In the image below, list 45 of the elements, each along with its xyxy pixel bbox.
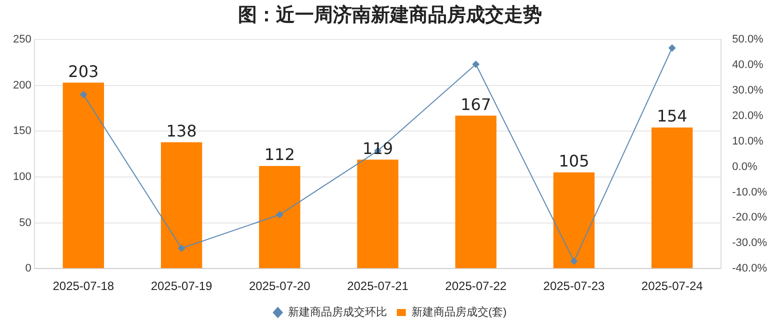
y-tick-label: 0 <box>25 262 32 275</box>
bar <box>160 142 202 268</box>
y-tick-label: 200 <box>12 79 32 92</box>
x-tick-label: 2025-07-19 <box>150 279 213 294</box>
data-label: 203 <box>68 62 99 81</box>
point <box>472 60 480 68</box>
x-tick-label: 2025-07-21 <box>347 279 409 294</box>
bar <box>553 172 595 268</box>
y-tick-label: 250 <box>12 34 32 46</box>
data-label: 138 <box>166 121 197 140</box>
data-label: 167 <box>460 94 492 114</box>
y2-tick-label: -40.0% <box>732 262 768 275</box>
point <box>276 211 284 218</box>
y2-tick-label: 30.0% <box>732 84 764 97</box>
y-tick-label: 50 <box>19 216 32 229</box>
data-label: 105 <box>558 152 590 171</box>
y2-tick-label: -10.0% <box>732 186 768 198</box>
point <box>80 91 87 98</box>
data-label: 154 <box>656 106 688 126</box>
point <box>178 244 186 252</box>
x-tick-label: 2025-07-24 <box>641 279 704 294</box>
data-label: 112 <box>264 145 295 164</box>
y2-tick-label: 20.0% <box>732 110 764 122</box>
y2-tick-label: 50.0% <box>732 34 764 46</box>
bar <box>455 116 496 268</box>
point <box>668 44 676 52</box>
x-tick-label: 2025-07-18 <box>52 279 114 294</box>
legend-label: 新建商品房成交环比 <box>288 306 387 319</box>
bar <box>651 128 693 268</box>
y2-tick-label: 10.0% <box>732 135 764 148</box>
x-tick-label: 2025-07-20 <box>248 279 311 294</box>
y-tick-label: 100 <box>12 171 32 184</box>
y2-tick-label: 0.0% <box>732 160 758 173</box>
x-tick-label: 2025-07-22 <box>445 279 507 294</box>
y2-tick-label: -30.0% <box>732 237 768 250</box>
point <box>570 258 578 265</box>
chart-title: 图：近一周济南新建商品房成交走势 <box>237 3 543 28</box>
bar <box>62 82 104 268</box>
bar <box>357 160 398 268</box>
y-tick-label: 150 <box>12 125 32 138</box>
legend-label: 新建商品房成交(套) <box>411 306 507 319</box>
bar <box>259 166 300 268</box>
x-tick-label: 2025-07-23 <box>543 279 605 294</box>
y2-tick-label: 40.0% <box>732 59 764 72</box>
y2-tick-label: -20.0% <box>732 212 768 224</box>
